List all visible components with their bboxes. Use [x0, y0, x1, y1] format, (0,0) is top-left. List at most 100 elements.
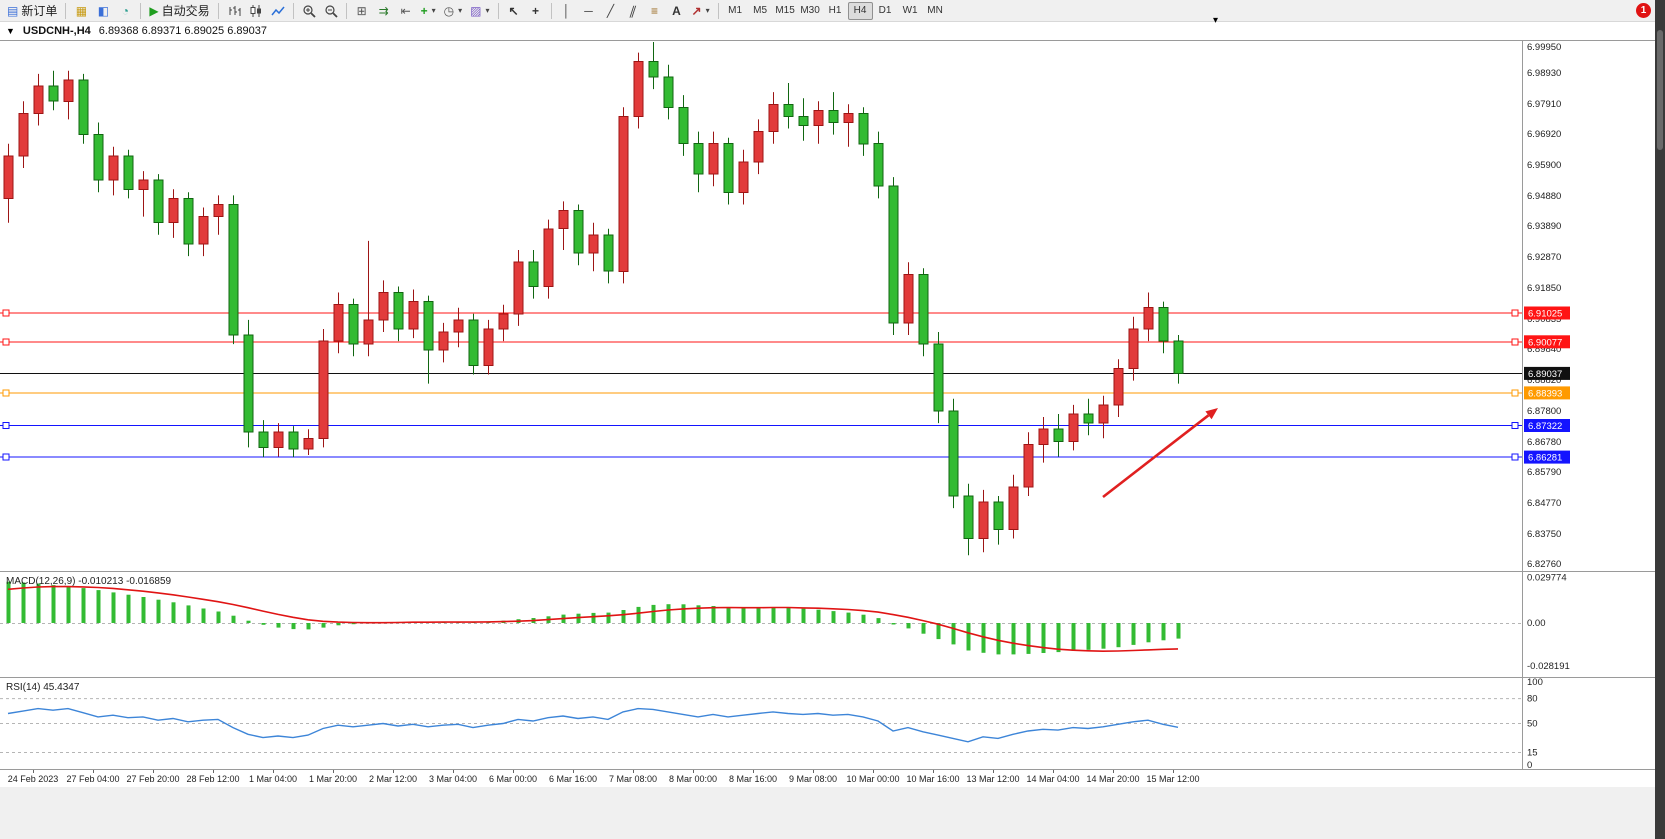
trendline-button[interactable]: ╱	[600, 1, 622, 21]
chart-shift-button[interactable]: ⇤	[395, 1, 417, 21]
new-chart-button[interactable]: + ▾	[417, 1, 440, 21]
line-handle[interactable]	[2, 422, 10, 429]
timeframe-MN-button[interactable]: MN	[923, 2, 948, 20]
window-footer	[0, 787, 1655, 839]
toolbar-overflow-icon[interactable]: ▾	[1213, 15, 1219, 26]
zoom-out-button[interactable]	[320, 1, 342, 21]
rsi-line	[7, 707, 1179, 743]
time-axis-label: 6 Mar 16:00	[548, 774, 598, 784]
candle	[588, 222, 599, 272]
support-line[interactable]	[0, 453, 1522, 461]
support-line[interactable]	[0, 422, 1522, 429]
candle	[993, 496, 1004, 545]
resistance-line[interactable]	[0, 338, 1522, 346]
arrows-icon: ↗	[691, 3, 702, 18]
line-handle[interactable]	[1511, 309, 1519, 317]
rsi-background	[0, 677, 1655, 769]
bar-chart-button[interactable]	[223, 1, 245, 21]
price-axis-label: 6.97910	[1527, 99, 1561, 110]
toolbar-separator	[717, 2, 719, 19]
navigator-button[interactable]: ◧	[92, 1, 114, 21]
time-axis-tick	[453, 770, 454, 773]
cursor-button[interactable]: ↖	[503, 1, 525, 21]
svg-text:6.86281: 6.86281	[1528, 453, 1562, 464]
candle	[48, 70, 59, 111]
fibonacci-icon: ≡	[650, 3, 658, 18]
resistance-line[interactable]	[0, 309, 1522, 317]
crosshair-button[interactable]: +	[525, 1, 547, 21]
zoom-in-button[interactable]	[298, 1, 320, 21]
timeframe-M15-button[interactable]: M15	[773, 2, 798, 20]
arrow-annotation[interactable]	[1102, 408, 1218, 499]
timeframe-M5-button[interactable]: M5	[748, 2, 773, 20]
horizontal-line-button[interactable]: ─	[578, 1, 600, 21]
time-axis-label: 7 Mar 08:00	[608, 774, 658, 784]
tile-windows-button[interactable]: ⊞	[351, 1, 373, 21]
line-handle[interactable]	[2, 389, 10, 397]
line-handle[interactable]	[2, 338, 10, 346]
candle	[678, 95, 689, 156]
periods-button[interactable]: ◷ ▾	[440, 1, 467, 21]
candle	[183, 192, 194, 257]
line-handle[interactable]	[1511, 422, 1519, 429]
timeframe-H1-button[interactable]: H1	[823, 2, 848, 20]
timeframe-W1-button[interactable]: W1	[898, 2, 923, 20]
candle	[903, 262, 914, 335]
right-scrollbar[interactable]	[1655, 0, 1665, 839]
terminal-button[interactable]: ◔	[114, 1, 136, 21]
time-axis-label: 14 Mar 04:00	[1026, 774, 1080, 784]
price-axis-label: 6.92870	[1527, 252, 1561, 263]
panel-buttons-group: ▦ ◧ ◔	[70, 1, 136, 21]
templates-button[interactable]: ▨ ▾	[466, 1, 493, 21]
new-order-button[interactable]: ▤ 新订单	[3, 1, 61, 21]
toolbar-separator	[497, 2, 499, 19]
timeframe-D1-button[interactable]: D1	[873, 2, 898, 20]
timeframe-M1-button[interactable]: M1	[723, 2, 748, 20]
rsi-panel[interactable]: 100 80 50 15 0 RSI(14) 45.4347	[0, 677, 1655, 769]
time-axis-tick	[693, 770, 694, 773]
text-button[interactable]: A	[666, 1, 688, 21]
timeframe-H4-button[interactable]: H4	[847, 1, 873, 20]
line-handle[interactable]	[2, 309, 10, 317]
main-chart-panel[interactable]: 6.99950 6.98930 6.97910 6.96920 6.95900 6.948…	[0, 41, 1655, 571]
dropdown-caret-icon: ▾	[431, 6, 436, 15]
line-handle[interactable]	[2, 453, 10, 461]
market-watch-button[interactable]: ▦	[70, 1, 92, 21]
candle	[603, 228, 614, 284]
autotrading-button[interactable]: ▶ 自动交易	[145, 1, 213, 21]
timeframe-M30-button[interactable]: M30	[798, 2, 823, 20]
auto-scroll-button[interactable]: ⇉	[373, 1, 395, 21]
time-axis-label: 6 Mar 00:00	[488, 774, 538, 784]
time-axis-label: 1 Mar 04:00	[248, 774, 298, 784]
candle	[93, 122, 104, 193]
line-handle[interactable]	[1511, 453, 1519, 461]
candle	[498, 304, 509, 342]
time-axis-tick	[573, 770, 574, 773]
one-click-trading-toggle-icon[interactable]: ▼	[6, 26, 15, 36]
line-chart-button[interactable]	[267, 1, 289, 21]
time-axis[interactable]: 24 Feb 2023 27 Feb 04:00 27 Feb 20:00 28 Fe…	[0, 769, 1655, 787]
line-handle[interactable]	[1511, 338, 1519, 346]
candle	[1053, 414, 1064, 457]
notification-badge[interactable]: 1	[1636, 3, 1651, 18]
candle	[768, 92, 779, 144]
candle	[1143, 292, 1154, 342]
candle	[1023, 432, 1034, 496]
pivot-line[interactable]	[0, 389, 1522, 397]
chart-background	[0, 41, 1655, 571]
candle	[753, 119, 764, 175]
candle	[963, 483, 974, 556]
macd-panel[interactable]: 0.029774 0.00 -0.028191 MACD(12,26,9) -0.01…	[0, 571, 1655, 677]
channel-button[interactable]: ∥	[622, 1, 644, 21]
candlestick-chart-button[interactable]	[245, 1, 267, 21]
arrows-button[interactable]: ↗ ▾	[688, 1, 714, 21]
candle	[273, 423, 284, 457]
svg-text:6.91025: 6.91025	[1528, 309, 1562, 320]
vertical-line-button[interactable]: │	[556, 1, 578, 21]
line-handle[interactable]	[1511, 389, 1519, 397]
candle	[423, 295, 434, 384]
fibonacci-button[interactable]: ≡	[644, 1, 666, 21]
auto-scroll-icon: ⇉	[378, 3, 389, 18]
scrollbar-thumb[interactable]	[1657, 30, 1663, 150]
candle	[693, 131, 704, 193]
